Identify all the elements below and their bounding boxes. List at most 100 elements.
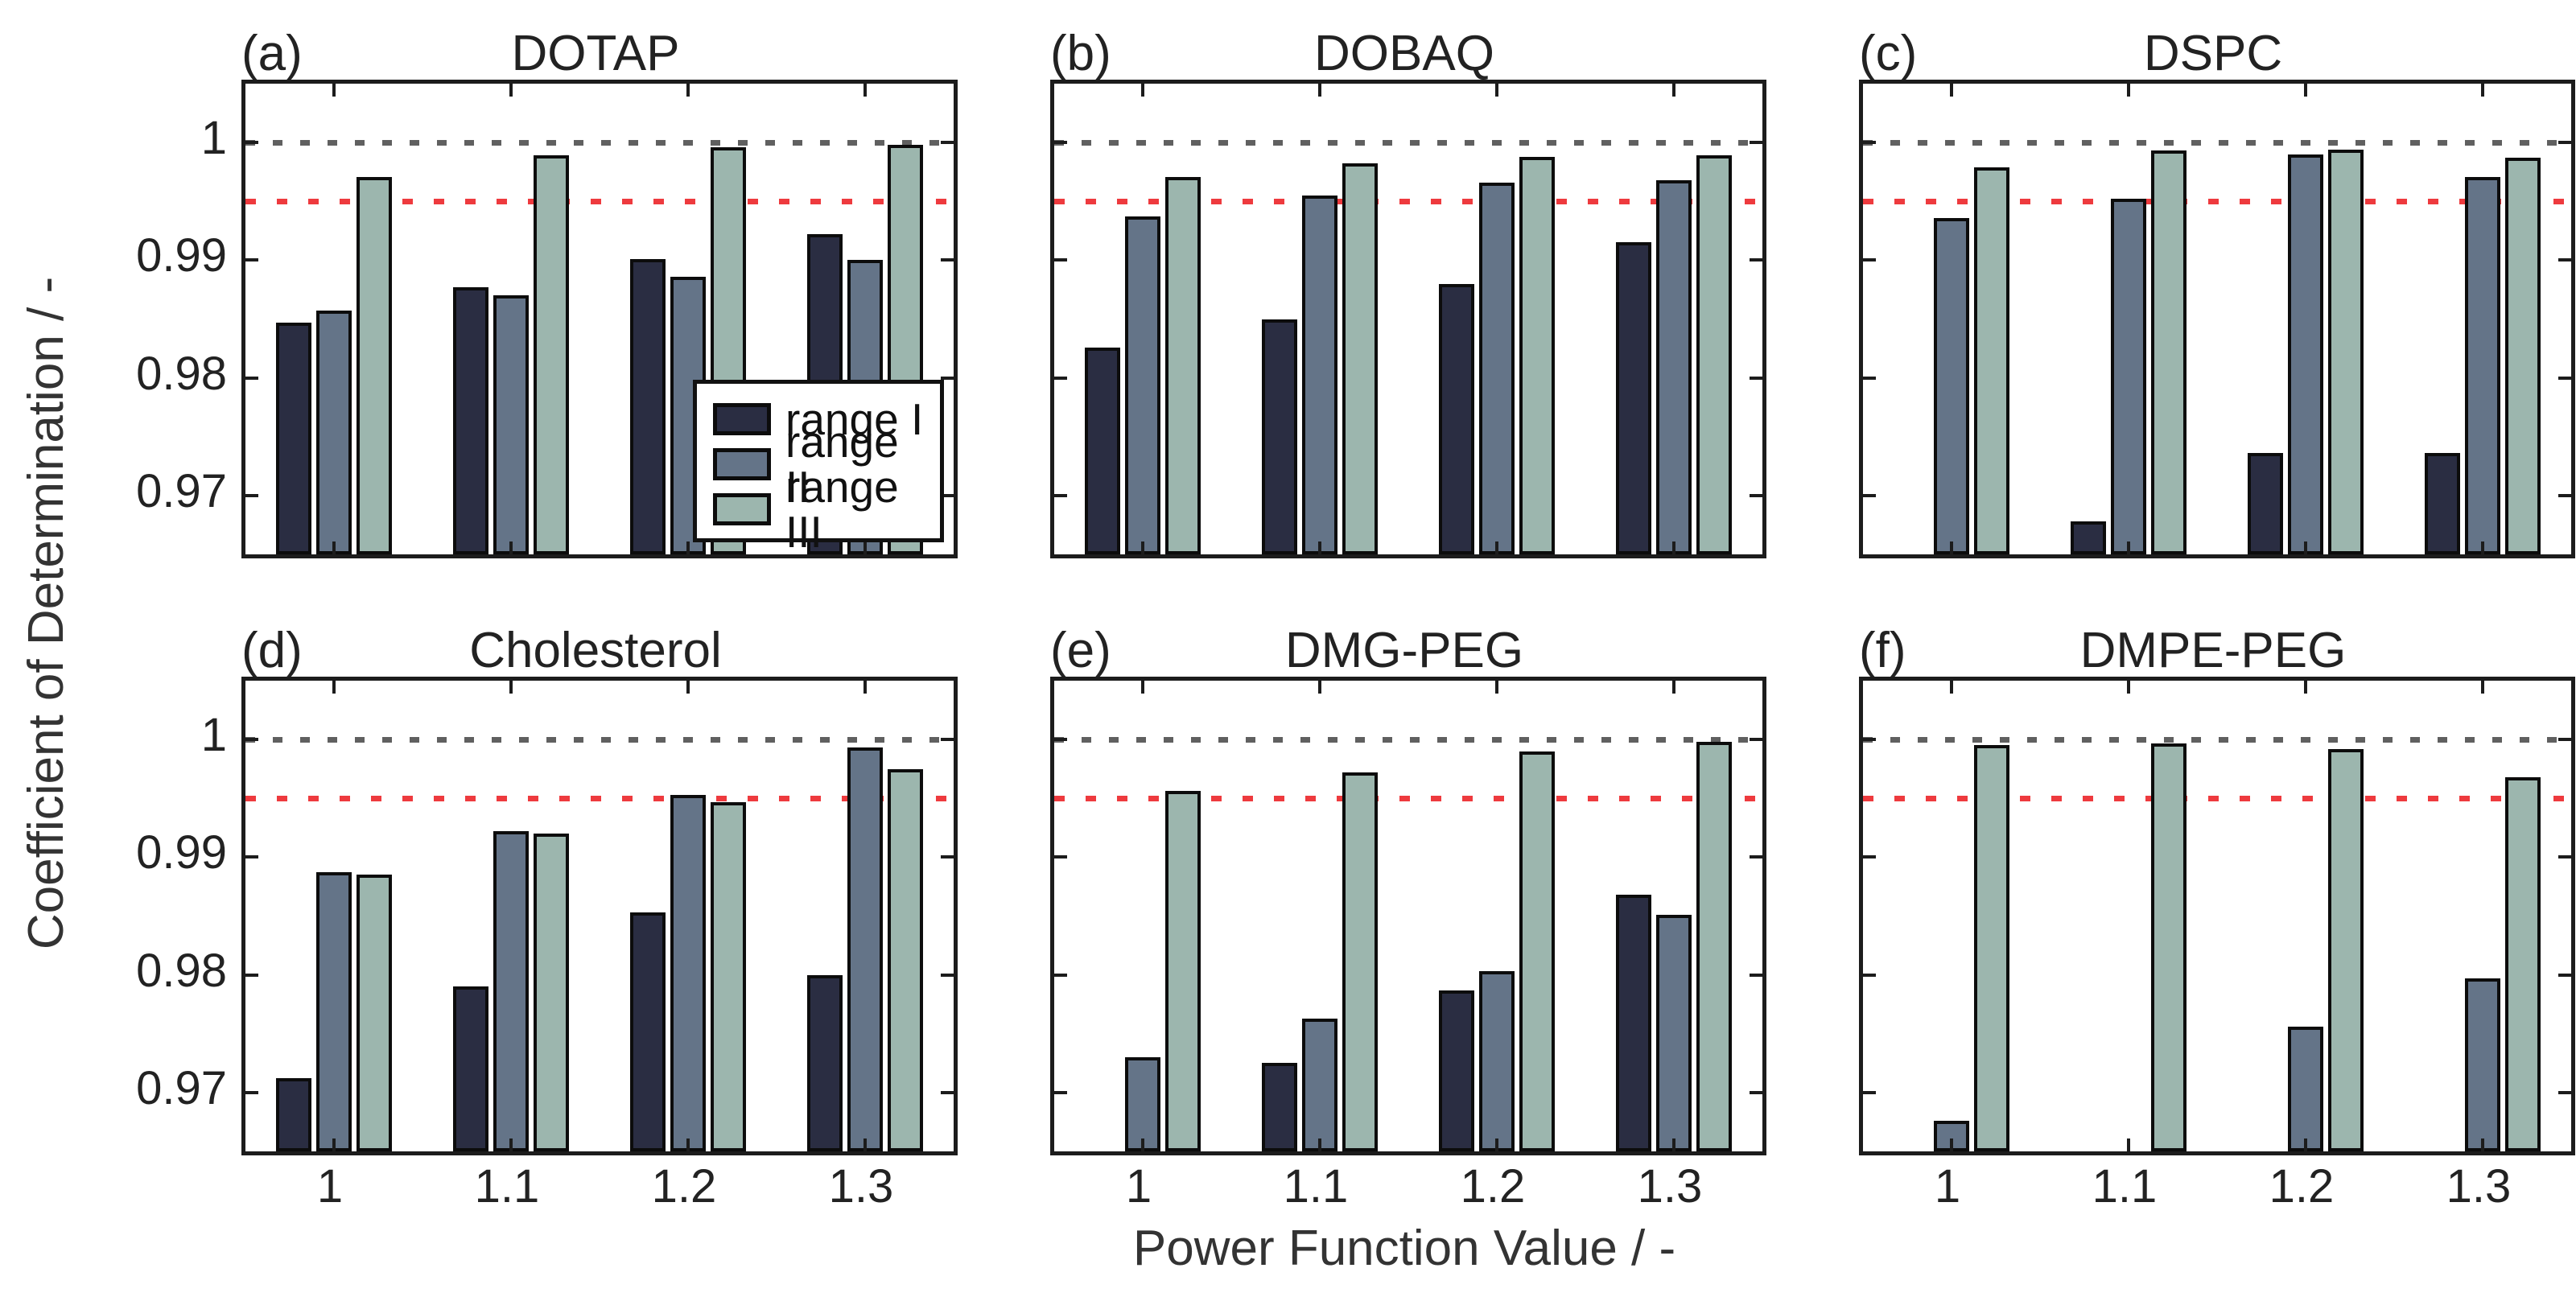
y-tick-mark (2558, 493, 2571, 497)
ref-line-unity (1863, 140, 2571, 146)
y-tick-mark (1054, 141, 1067, 145)
y-tick-mark (1750, 738, 1762, 742)
bar-f-x1.3-range-iii (2505, 776, 2541, 1151)
bar-e-x1.2-range-ii (1479, 971, 1515, 1151)
bar-d-x1.1-range-iii (534, 834, 569, 1151)
x-tick-mark (1318, 84, 1321, 97)
y-tick-label-0.98: 0.98 (136, 347, 227, 400)
x-tick-mark (863, 541, 867, 554)
y-tick-mark (1054, 493, 1067, 497)
x-tick-label-1.3: 1.3 (828, 1160, 894, 1213)
y-tick-mark (941, 141, 954, 145)
ref-line-threshold (245, 796, 954, 802)
y-tick-mark (941, 973, 954, 977)
legend-label: range I (785, 394, 924, 444)
bar-f-x1.2-range-iii (2328, 748, 2364, 1151)
y-tick-mark (2558, 1090, 2571, 1094)
y-tick-mark (245, 855, 258, 859)
y-tick-mark (941, 258, 954, 262)
bar-d-x1.3-range-iii (888, 768, 923, 1151)
ref-line-threshold (1054, 796, 1762, 802)
x-tick-mark (2127, 681, 2130, 694)
bar-c-x1.3-range-ii (2465, 176, 2500, 554)
x-tick-label-1.3: 1.3 (2446, 1160, 2512, 1213)
x-tick-mark (1672, 541, 1675, 554)
bar-a-x1.2-range-i (630, 258, 666, 554)
x-tick-mark (509, 84, 513, 97)
bar-d-x1.3-range-ii (847, 747, 883, 1151)
y-tick-label-1: 1 (200, 709, 227, 762)
legend-item-range-iii: range III (713, 464, 924, 554)
y-tick-mark (1054, 855, 1067, 859)
bar-a-x1.1-range-ii (493, 295, 529, 554)
bar-c-x1.3-range-i (2425, 453, 2460, 554)
plot-area-d (241, 677, 958, 1155)
y-tick-mark (1750, 973, 1762, 977)
x-axis-label: Power Function Value / - (1132, 1221, 1676, 1276)
bar-e-x1-range-iii (1165, 791, 1201, 1151)
y-tick-mark (245, 1090, 258, 1094)
y-tick-mark (941, 376, 954, 380)
x-tick-mark (2304, 681, 2307, 694)
bar-c-x1.1-range-i (2071, 521, 2106, 554)
legend-swatch-range-ii (713, 448, 771, 480)
bar-e-x1.3-range-i (1616, 895, 1651, 1151)
bar-b-x1.1-range-ii (1302, 195, 1337, 554)
x-tick-mark (509, 1138, 513, 1151)
bar-a-x1-range-iii (357, 176, 392, 554)
x-tick-mark (686, 1138, 690, 1151)
y-tick-mark (1054, 258, 1067, 262)
y-tick-mark (1863, 1090, 1876, 1094)
x-tick-mark (1141, 541, 1144, 554)
x-tick-mark (2127, 84, 2130, 97)
x-tick-label-1.2: 1.2 (2269, 1160, 2335, 1213)
y-tick-label-0.97: 0.97 (136, 464, 227, 517)
bar-b-x1-range-ii (1125, 216, 1160, 554)
bar-c-x1.1-range-iii (2151, 150, 2187, 554)
ref-line-threshold (245, 199, 954, 205)
plot-area-b (1050, 80, 1766, 558)
x-tick-mark (332, 541, 336, 554)
plot-area-e (1050, 677, 1766, 1155)
x-tick-mark (863, 1138, 867, 1151)
ref-line-threshold (1863, 796, 2571, 802)
y-tick-mark (1863, 738, 1876, 742)
panel-title-a: DOTAP (511, 26, 680, 81)
x-tick-label-1: 1 (316, 1160, 344, 1213)
bar-d-x1.1-range-i (453, 986, 488, 1151)
x-tick-mark (1672, 84, 1675, 97)
bar-e-x1.2-range-i (1439, 990, 1474, 1151)
y-tick-mark (1863, 493, 1876, 497)
x-tick-mark (1141, 681, 1144, 694)
bar-d-x1.2-range-ii (670, 794, 706, 1151)
ref-line-threshold (1863, 199, 2571, 205)
x-tick-mark (1318, 1138, 1321, 1151)
plot-area-c (1859, 80, 2575, 558)
x-tick-mark (686, 681, 690, 694)
bar-c-x1.1-range-ii (2111, 199, 2146, 554)
x-tick-mark (1318, 681, 1321, 694)
bar-c-x1-range-ii (1934, 217, 1969, 554)
y-tick-mark (245, 376, 258, 380)
y-tick-mark (1863, 855, 1876, 859)
x-tick-mark (1318, 541, 1321, 554)
y-tick-mark (941, 1090, 954, 1094)
y-tick-mark (245, 973, 258, 977)
y-tick-mark (1054, 973, 1067, 977)
bar-b-x1.2-range-i (1439, 283, 1474, 554)
bar-b-x1.1-range-i (1262, 319, 1297, 554)
legend-label: range III (785, 462, 899, 557)
bar-b-x1.2-range-iii (1519, 156, 1555, 554)
legend-label: range II (785, 417, 899, 512)
legend-swatch-range-i (713, 403, 771, 435)
bar-c-x1.3-range-iii (2505, 158, 2541, 554)
x-tick-mark (2481, 681, 2484, 694)
panel-title-c: DSPC (2143, 26, 2283, 81)
y-tick-mark (1750, 258, 1762, 262)
legend-item-range-i: range I (713, 397, 924, 442)
y-tick-mark (941, 855, 954, 859)
x-tick-mark (1950, 1138, 1953, 1151)
y-tick-mark (245, 493, 258, 497)
